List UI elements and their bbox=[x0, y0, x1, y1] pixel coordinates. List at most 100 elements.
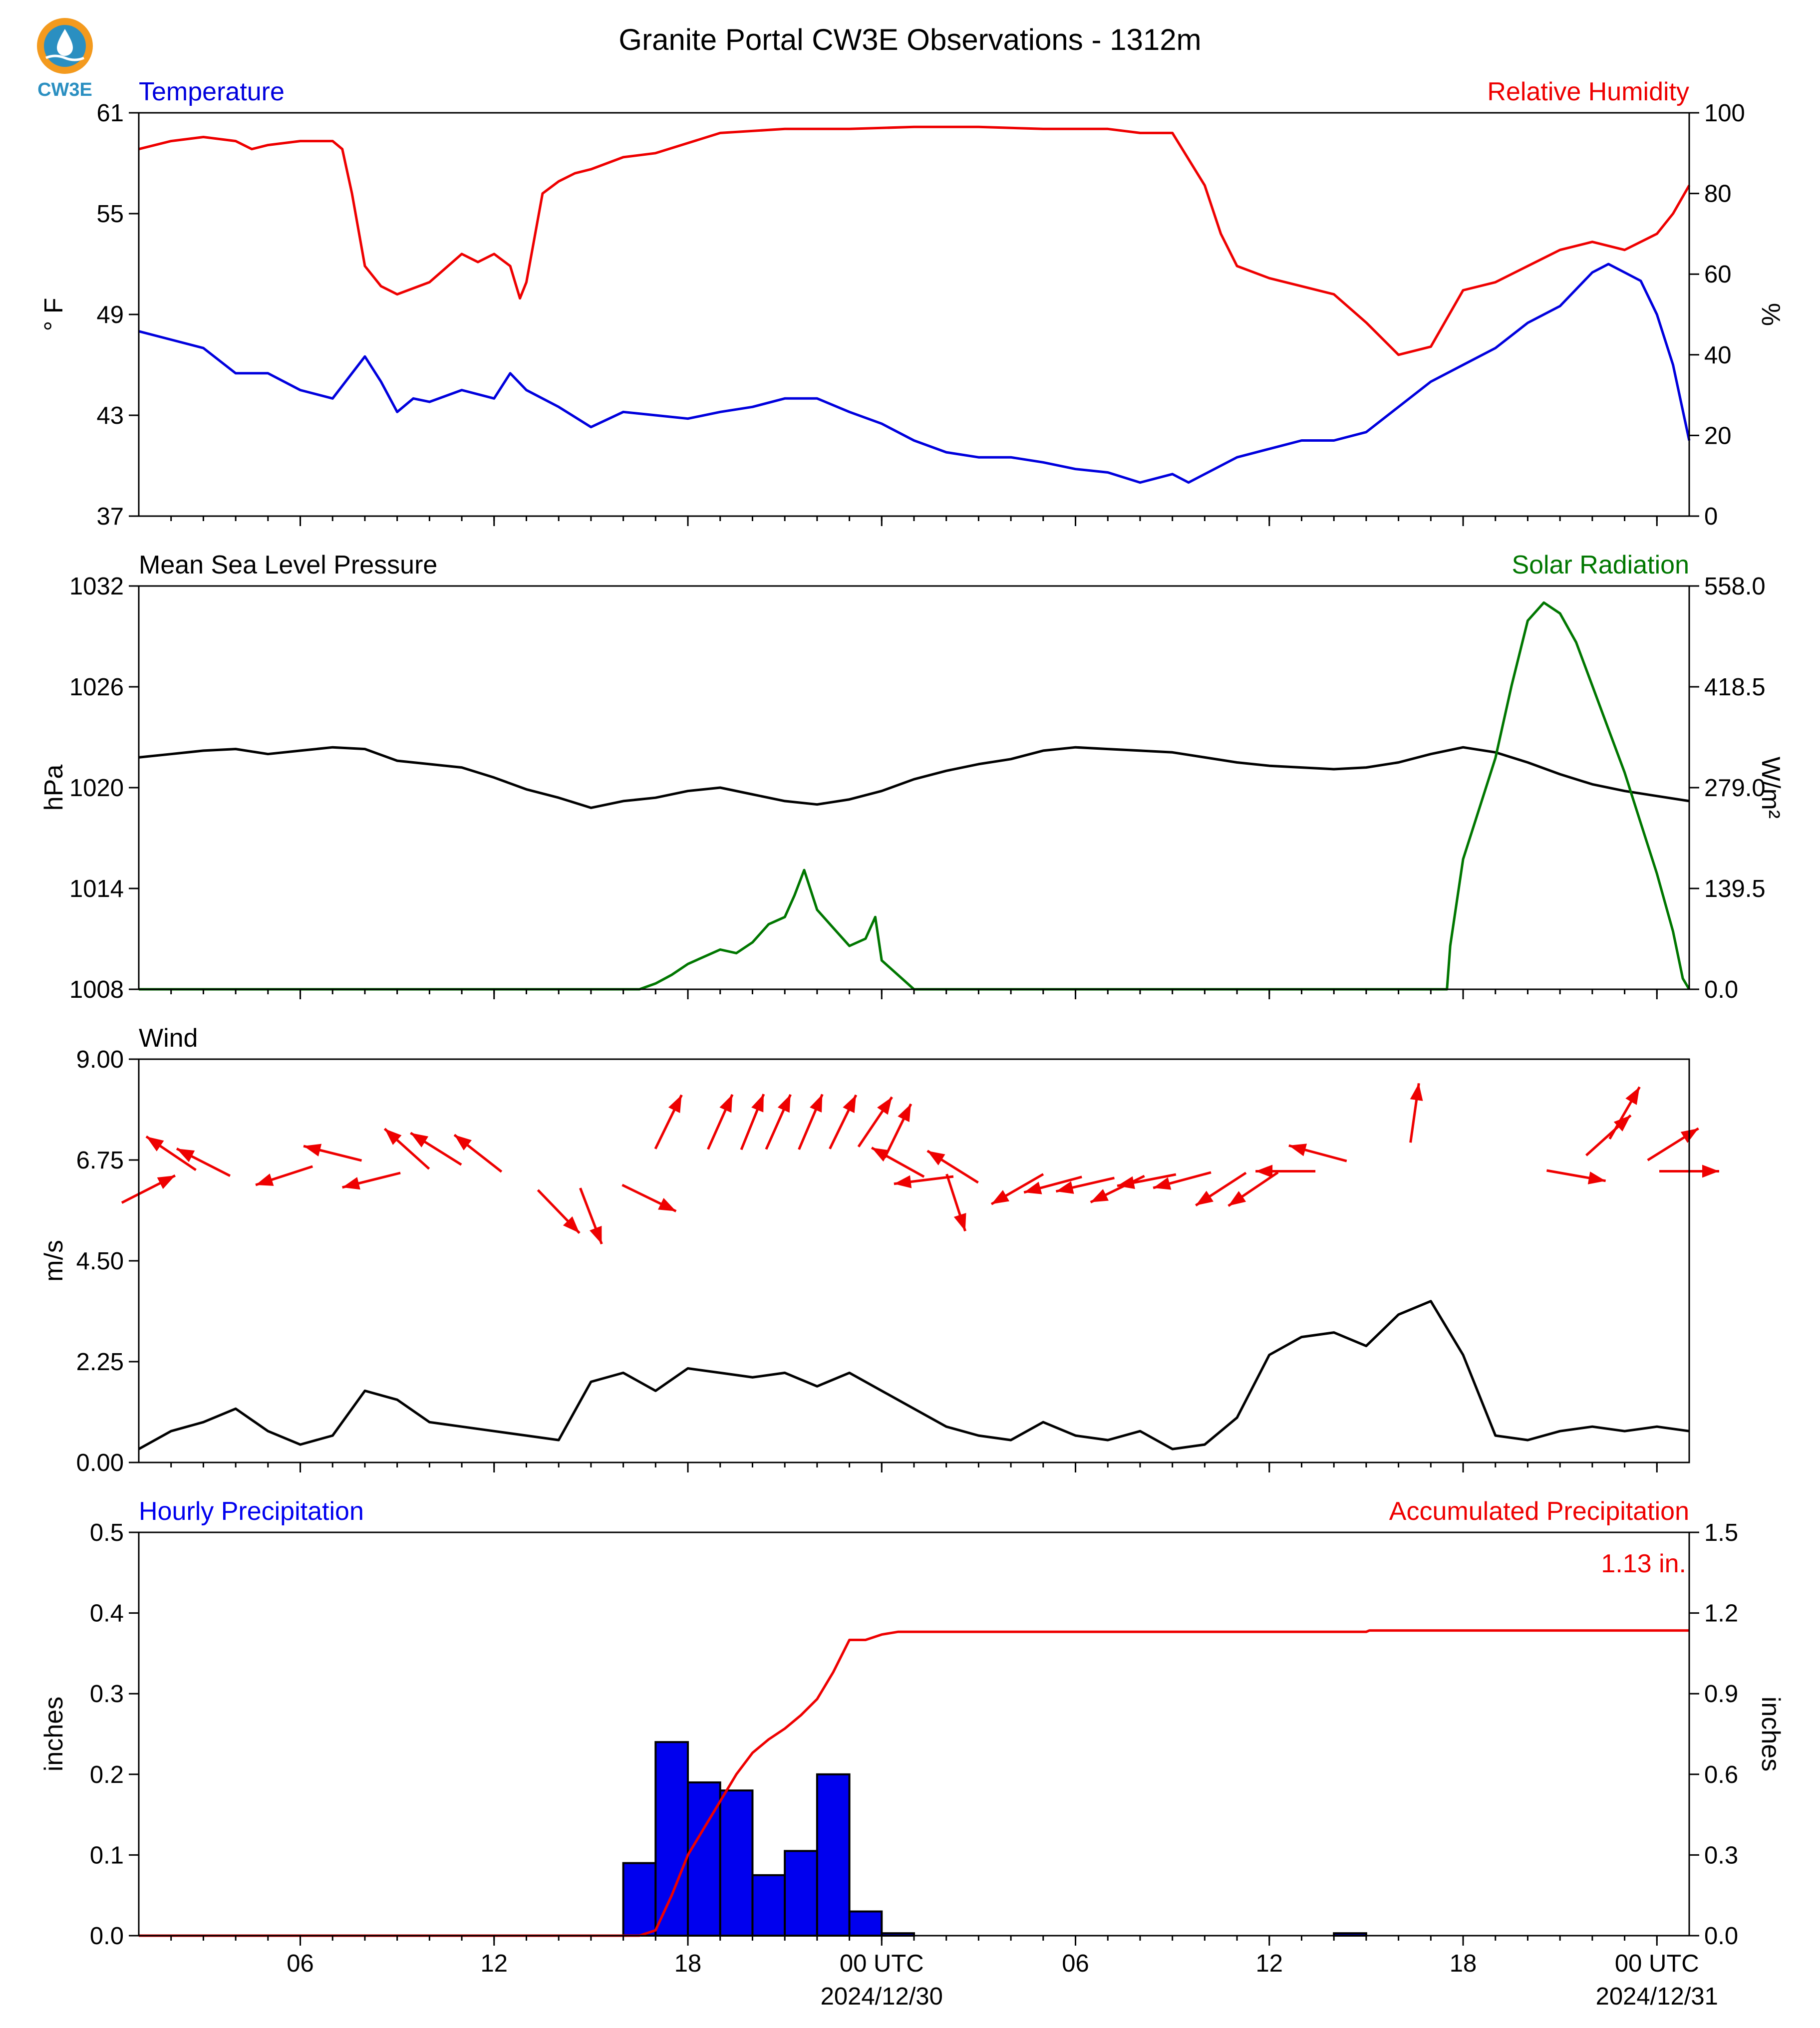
wind-arrow-head bbox=[777, 1094, 791, 1113]
wind-arrow-head bbox=[991, 1190, 1010, 1204]
wind-arrow-head bbox=[1056, 1181, 1074, 1194]
wind-arrow bbox=[255, 1165, 313, 1186]
y-left-tick-label: 37 bbox=[96, 503, 124, 530]
panel-title-left: Mean Sea Level Pressure bbox=[139, 551, 437, 579]
wind-arrow bbox=[342, 1171, 401, 1190]
wind-arrow-head bbox=[1255, 1164, 1273, 1178]
series-line-wind-0 bbox=[138, 1300, 1690, 1450]
wind-arrow bbox=[894, 1175, 954, 1188]
wind-arrow-head bbox=[872, 1148, 890, 1162]
wind-arrow-head bbox=[719, 1094, 733, 1113]
wind-arrow bbox=[1546, 1169, 1606, 1184]
wind-arrow bbox=[829, 1094, 858, 1150]
y-left-tick-label: 2.25 bbox=[76, 1349, 124, 1376]
wind-arrow-head bbox=[751, 1094, 764, 1113]
wind-arrow bbox=[707, 1094, 734, 1150]
wind-arrow bbox=[945, 1173, 967, 1232]
panel-title-right: Solar Radiation bbox=[1512, 551, 1689, 579]
wind-arrow bbox=[1647, 1127, 1699, 1161]
y-right-tick-label: 0.0 bbox=[1704, 1923, 1738, 1950]
y-left-tick-label: 61 bbox=[96, 100, 124, 127]
plot-frame bbox=[138, 1531, 1690, 1937]
cw3e-logo: CW3E bbox=[25, 15, 105, 105]
series-line-temperature_humidity-0 bbox=[138, 263, 1691, 484]
y-right-axis-title: % bbox=[1756, 303, 1785, 326]
y-left-axis-title: inches bbox=[39, 1697, 68, 1771]
y-left-tick-label: 0.2 bbox=[90, 1761, 124, 1788]
wind-arrow bbox=[857, 1096, 893, 1148]
wind-arrow bbox=[1195, 1171, 1247, 1207]
series-line-pressure_solar-1 bbox=[139, 601, 1691, 991]
precip-bar bbox=[654, 1741, 689, 1937]
wind-arrow-head bbox=[563, 1216, 580, 1233]
y-right-tick-label: 279.0 bbox=[1704, 775, 1766, 802]
wind-arrow bbox=[1227, 1171, 1279, 1207]
wind-arrow bbox=[410, 1132, 462, 1166]
y-left-axis-title: ° F bbox=[39, 297, 68, 331]
y-right-tick-label: 0.3 bbox=[1704, 1842, 1738, 1869]
panel-title-right: Accumulated Precipitation bbox=[1389, 1497, 1689, 1526]
wind-arrow-head bbox=[410, 1133, 429, 1148]
plot-frame bbox=[138, 585, 1690, 990]
wind-arrow-head bbox=[927, 1151, 945, 1165]
y-right-tick-label: 0.0 bbox=[1704, 976, 1738, 1003]
wind-arrow bbox=[1023, 1175, 1082, 1194]
y-left-tick-label: 0.4 bbox=[90, 1600, 124, 1627]
y-right-axis-title: inches bbox=[1756, 1697, 1785, 1771]
wind-arrow bbox=[871, 1147, 925, 1178]
logo-drop-icon bbox=[57, 29, 73, 56]
wind-arrows bbox=[121, 1083, 1719, 1245]
y-right-tick-label: 558.0 bbox=[1704, 573, 1766, 600]
y-left-tick-label: 0.1 bbox=[90, 1842, 124, 1869]
wind-arrow bbox=[926, 1150, 979, 1184]
wind-arrow-head bbox=[1410, 1083, 1423, 1101]
y-left-tick-label: 4.50 bbox=[76, 1248, 124, 1275]
precip-bar bbox=[719, 1789, 754, 1937]
plot-frame bbox=[138, 1058, 1690, 1463]
wind-arrow-head bbox=[953, 1212, 966, 1231]
y-right-tick-label: 0.6 bbox=[1704, 1761, 1738, 1788]
wind-arrow bbox=[453, 1134, 503, 1173]
wind-arrow-head bbox=[668, 1095, 682, 1114]
x-tick-label: 12 bbox=[1256, 1950, 1283, 1977]
panel-title-left: Temperature bbox=[139, 77, 285, 106]
wind-arrow bbox=[1585, 1114, 1632, 1157]
y-left-tick-label: 0.3 bbox=[90, 1681, 124, 1708]
x-tick-label: 00 UTC bbox=[840, 1950, 924, 1977]
wind-arrow-head bbox=[1702, 1164, 1719, 1178]
panel-wind: 0.00 2.25 4.50 6.75 9.00 Wind m/s bbox=[39, 1024, 1719, 1476]
wind-arrow-head bbox=[1153, 1177, 1172, 1190]
y-left-tick-label: 1008 bbox=[69, 976, 124, 1003]
wind-arrow-head bbox=[454, 1135, 472, 1151]
wind-arrow-head bbox=[877, 1097, 892, 1115]
y-left-tick-label: 6.75 bbox=[76, 1147, 124, 1174]
wind-arrow bbox=[121, 1174, 176, 1204]
wind-arrow bbox=[145, 1135, 197, 1171]
wind-arrow-head bbox=[1625, 1087, 1640, 1105]
wind-arrow bbox=[1288, 1144, 1347, 1162]
y-right-tick-label: 40 bbox=[1704, 342, 1732, 369]
x-tick-label: 12 bbox=[481, 1950, 508, 1977]
wind-arrow bbox=[579, 1187, 603, 1245]
wind-arrow bbox=[1117, 1173, 1177, 1189]
y-left-tick-label: 1014 bbox=[69, 875, 124, 902]
y-left-tick-label: 49 bbox=[96, 301, 124, 328]
wind-arrow bbox=[383, 1128, 430, 1170]
series-line-precipitation-0 bbox=[139, 1629, 1689, 1937]
wind-arrow bbox=[1055, 1176, 1115, 1194]
wind-arrow-head bbox=[176, 1149, 195, 1162]
panel-title-left: Hourly Precipitation bbox=[139, 1497, 364, 1526]
wind-arrow-head bbox=[658, 1198, 676, 1211]
precip-bar bbox=[687, 1781, 721, 1937]
wind-arrow bbox=[176, 1148, 231, 1177]
hourly-bars bbox=[622, 1741, 1367, 1937]
wind-arrow bbox=[537, 1189, 581, 1234]
y-right-tick-label: 0.9 bbox=[1704, 1681, 1738, 1708]
wind-arrow-head bbox=[1228, 1191, 1246, 1206]
wind-arrow bbox=[1090, 1174, 1145, 1203]
wind-arrow-head bbox=[843, 1095, 856, 1114]
wind-arrow-head bbox=[303, 1144, 322, 1157]
precip-bar bbox=[848, 1910, 883, 1937]
